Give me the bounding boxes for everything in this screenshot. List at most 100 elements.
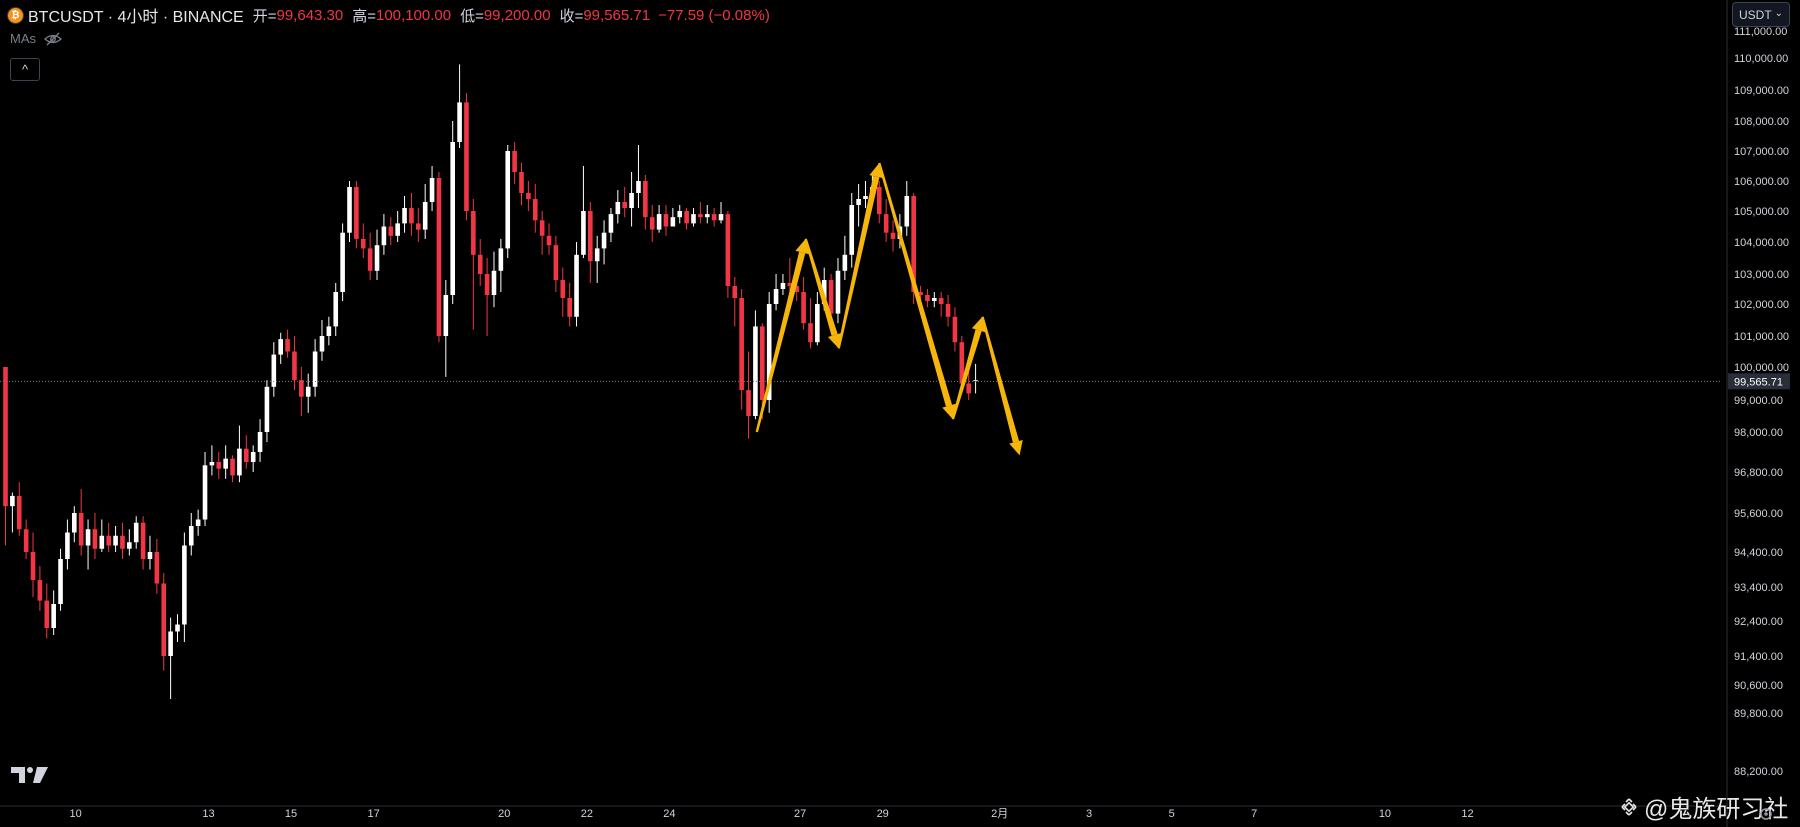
time-tick-label: 20 xyxy=(498,808,510,820)
tradingview-logo-icon[interactable] xyxy=(11,765,49,785)
candle xyxy=(133,516,139,549)
candle-body xyxy=(285,339,290,352)
candle xyxy=(718,202,724,224)
candle-body xyxy=(188,526,194,546)
currency-select[interactable]: USDT ⌄ xyxy=(1732,2,1790,27)
collapse-legend-button[interactable]: ^ xyxy=(10,58,40,81)
candle-body xyxy=(539,220,545,236)
candle-body xyxy=(209,462,215,466)
candle xyxy=(567,283,572,327)
price-tick-label: 103,000.00 xyxy=(1734,269,1789,281)
time-tick-label: 22 xyxy=(581,808,593,820)
candle-body xyxy=(815,304,820,343)
candle xyxy=(30,532,36,598)
symbol-header: ₿ BTCUSDT · 4小时 · BINANCE 开= 99,643.30 高=… xyxy=(8,4,770,26)
candle xyxy=(92,513,98,559)
candle-body xyxy=(718,214,724,221)
candle xyxy=(649,205,655,242)
candle-body xyxy=(890,232,896,239)
low-value: 99,200.00 xyxy=(483,6,551,24)
candle-body xyxy=(883,214,889,233)
candle xyxy=(622,187,627,218)
mas-label[interactable]: MAs xyxy=(10,31,36,46)
high-label: 高= xyxy=(352,7,376,25)
candle-body xyxy=(223,458,228,469)
candle xyxy=(890,220,896,252)
candle xyxy=(753,310,758,420)
candle-body xyxy=(567,298,572,317)
candle-body xyxy=(182,545,187,625)
candle-body xyxy=(594,248,600,262)
candle xyxy=(732,277,738,327)
candle xyxy=(271,342,277,397)
candle xyxy=(257,419,263,462)
price-tick-label: 107,000.00 xyxy=(1734,146,1789,158)
price-tick-label: 105,000.00 xyxy=(1734,206,1789,218)
price-tick-label: 88,200.00 xyxy=(1734,766,1783,778)
candle-body xyxy=(367,248,373,271)
candle-body xyxy=(512,151,517,172)
candle-body xyxy=(918,292,923,295)
candle xyxy=(636,145,641,208)
candle xyxy=(945,295,951,327)
candle xyxy=(526,181,531,211)
candle-body xyxy=(959,342,965,384)
candle-body xyxy=(505,151,511,249)
candle xyxy=(292,336,297,391)
candle-body xyxy=(195,519,201,526)
candle xyxy=(952,307,958,352)
settings-icon[interactable] xyxy=(1758,806,1774,822)
candle-body xyxy=(92,529,98,549)
candle xyxy=(72,506,77,543)
candle-body xyxy=(691,214,696,224)
candle-body xyxy=(271,354,277,387)
candle-body xyxy=(326,326,332,336)
candle-body xyxy=(374,245,380,271)
candle xyxy=(402,196,407,233)
candle-body xyxy=(395,223,400,236)
candle xyxy=(230,455,235,483)
annotation-arrow-head xyxy=(971,316,986,333)
time-tick-label: 12 xyxy=(1461,808,1473,820)
candle xyxy=(574,242,579,327)
candle xyxy=(876,181,882,224)
candle xyxy=(195,509,201,536)
candle xyxy=(409,193,414,236)
time-tick-label: 10 xyxy=(70,808,82,820)
candle xyxy=(560,267,566,317)
candle-body xyxy=(780,283,786,289)
time-tick-label: 17 xyxy=(367,808,379,820)
candle xyxy=(491,251,497,308)
candle xyxy=(51,590,56,635)
candle xyxy=(333,283,339,336)
candle xyxy=(815,292,820,346)
time-tick-label: 2月 xyxy=(991,808,1008,820)
candle-body xyxy=(732,286,738,298)
candle xyxy=(147,535,153,570)
candle xyxy=(113,526,118,552)
candle xyxy=(450,121,455,304)
candle-body xyxy=(842,254,848,271)
price-axis: 111,000.00 110,000.00 109,000.00 108,000.00… xyxy=(1726,0,1790,827)
candle-body xyxy=(237,448,242,476)
candle-body xyxy=(938,298,944,304)
candle-body xyxy=(161,583,167,656)
price-tick-label: 96,800.00 xyxy=(1734,467,1783,479)
symbol-title[interactable]: BTCUSDT · 4小时 · BINANCE xyxy=(28,9,244,26)
candle-body xyxy=(622,202,627,208)
eye-off-icon[interactable] xyxy=(44,32,62,46)
time-tick-label: 10 xyxy=(1379,808,1391,820)
candle-body xyxy=(608,214,614,233)
candle-body xyxy=(51,604,56,628)
candle-body xyxy=(10,495,15,507)
time-tick-label: 27 xyxy=(794,808,806,820)
candle xyxy=(140,516,146,570)
candle xyxy=(464,93,469,221)
candle-body xyxy=(787,283,793,286)
candle-body xyxy=(422,202,428,230)
price-tick-label: 100,000.00 xyxy=(1734,362,1789,374)
candle xyxy=(285,329,290,358)
candle-body xyxy=(753,326,758,416)
candle xyxy=(168,617,173,699)
